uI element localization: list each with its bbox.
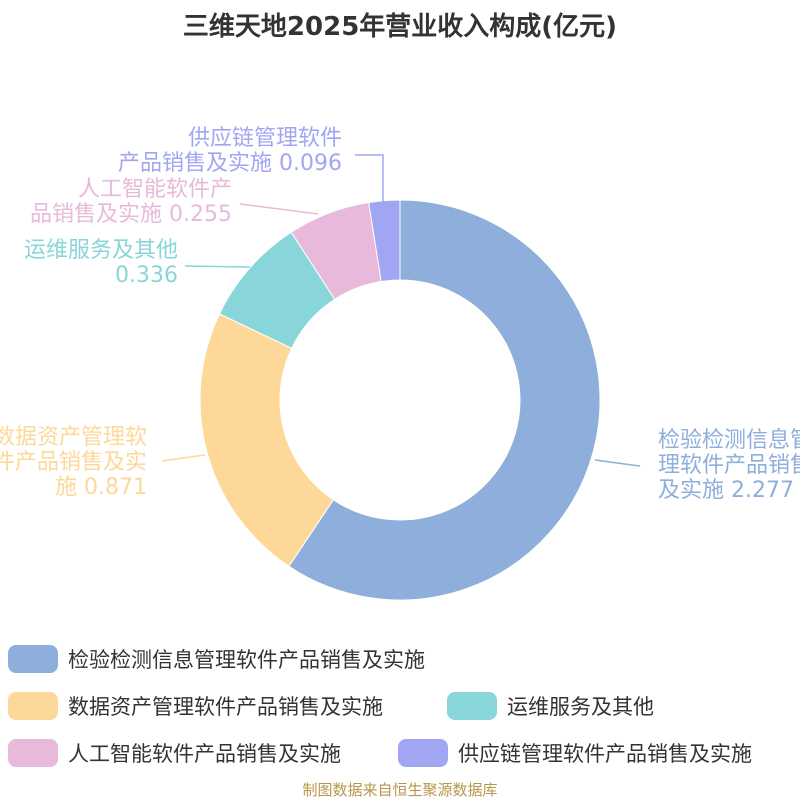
legend-label: 数据资产管理软件产品销售及实施: [68, 695, 383, 719]
legend-label: 运维服务及其他: [507, 695, 654, 719]
slice-label-line: 产品销售及实施 0.096: [118, 151, 342, 176]
legend-item[interactable]: 数据资产管理软件产品销售及实施: [8, 691, 383, 721]
donut-slice[interactable]: [368, 199, 401, 283]
leader-line: [184, 265, 251, 268]
slice-label-line: 品销售及实施 0.255: [30, 202, 232, 227]
slice-label: 检验检测信息管理软件产品销售及实施 2.277: [658, 428, 800, 503]
slice-label-line: 检验检测信息管: [658, 428, 800, 453]
legend-swatch: [8, 645, 58, 673]
legend-item[interactable]: 供应链管理软件产品销售及实施: [398, 738, 752, 768]
slice-label-line: 数据资产管理软: [0, 425, 147, 450]
slice-label-line: 人工智能软件产: [78, 177, 232, 202]
slice-label: 运维服务及其他 0.336: [24, 238, 178, 288]
legend-item[interactable]: 人工智能软件产品销售及实施: [8, 738, 341, 768]
donut-slices: [199, 199, 601, 601]
donut-slice[interactable]: [199, 313, 335, 567]
legend-swatch: [8, 739, 58, 767]
legend-label: 人工智能软件产品销售及实施: [68, 742, 341, 766]
legend-label: 供应链管理软件产品销售及实施: [458, 742, 752, 766]
leader-line: [239, 203, 319, 215]
legend-swatch: [398, 739, 448, 767]
leader-line: [355, 154, 384, 203]
slice-label-line: 0.336: [115, 263, 178, 288]
leader-lines: [161, 154, 641, 467]
slice-label-line: 供应链管理软件: [188, 126, 342, 151]
legend-swatch: [8, 692, 58, 720]
slice-label-line: 施 0.871: [55, 475, 147, 500]
legend-label: 检验检测信息管理软件产品销售及实施: [68, 648, 425, 672]
legend-swatch: [447, 692, 497, 720]
chart-title: 三维天地2025年营业收入构成(亿元): [182, 12, 618, 42]
slice-label-line: 件产品销售及实: [0, 450, 147, 475]
slice-labels: 检验检测信息管理软件产品销售及实施 2.277 数据资产管理软件产品销售及实施 0…: [0, 126, 800, 503]
leader-line: [594, 459, 641, 467]
slice-label: 供应链管理软件产品销售及实施 0.096: [118, 126, 342, 176]
source-note: 制图数据来自恒生聚源数据库: [302, 781, 498, 799]
leader-line: [161, 454, 206, 462]
slice-label: 数据资产管理软件产品销售及实施 0.871: [0, 425, 147, 500]
slice-label-line: 及实施 2.277: [658, 478, 794, 503]
legend-item[interactable]: 运维服务及其他: [447, 691, 654, 721]
slice-label-line: 理软件产品销售: [658, 453, 800, 478]
slice-label: 人工智能软件产品销售及实施 0.255: [30, 177, 232, 227]
legend-item[interactable]: 检验检测信息管理软件产品销售及实施: [8, 644, 425, 674]
donut-slice[interactable]: [288, 199, 601, 601]
slice-label-line: 运维服务及其他: [24, 238, 178, 263]
